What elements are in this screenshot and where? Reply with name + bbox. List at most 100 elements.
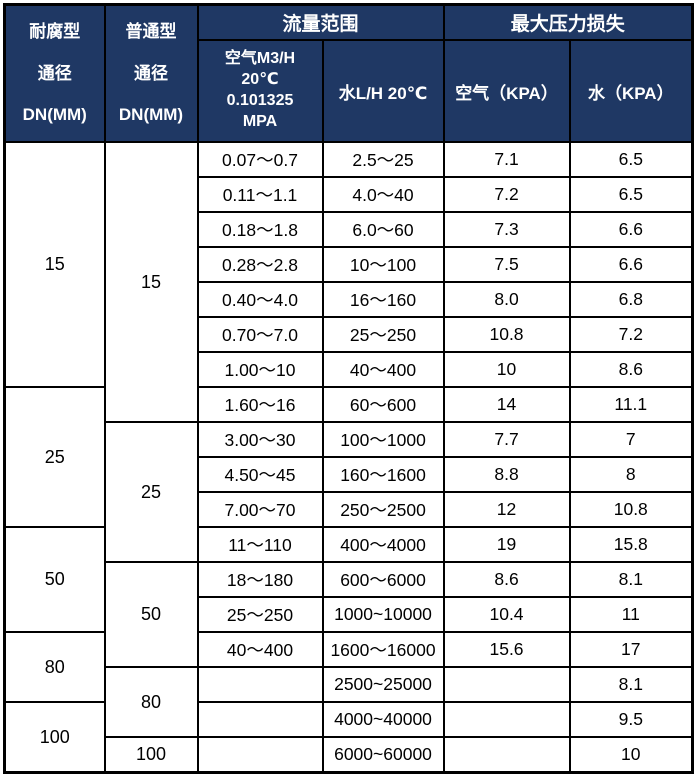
flow-meter-spec-table: 耐腐型 通径 DN(MM) 普通型 通径 DN(MM) 流量范围 最大压力损失 … [3, 3, 694, 774]
air-kpa-cell [442, 701, 571, 738]
header-water-flow: 水L/H 20℃ [321, 39, 445, 143]
air-kpa-cell: 14 [442, 386, 571, 423]
water-kpa-cell: 7.2 [568, 316, 694, 353]
dn-ordinary-cell: 15 [103, 141, 199, 423]
table-row: 25～250 1000~10000 10.4 11 [5, 596, 694, 633]
table-row: 0.40～4.0 16～160 8.0 6.8 [5, 281, 694, 318]
water-kpa-cell: 6.5 [568, 176, 694, 213]
water-flow-cell: 4000~40000 [321, 701, 445, 738]
table-row: 0.18～1.8 6.0～60 7.3 6.6 [5, 211, 694, 248]
table-row: 50 18～180 600～6000 8.6 8.1 [5, 561, 694, 668]
header-flow-range-group: 流量范围 [196, 3, 445, 41]
air-flow-cell: 0.18～1.8 [196, 211, 324, 248]
air-kpa-cell: 10.4 [442, 596, 571, 633]
table-row: 80 40～400 1600～16000 15.6 17 [3, 631, 694, 703]
air-flow-cell: 1.60～16 [196, 386, 324, 423]
dn-ordinary-cell: 50 [103, 561, 199, 668]
water-flow-cell: 2500~25000 [321, 666, 445, 703]
water-kpa-cell: 10 [568, 736, 694, 774]
table-row: 7.00～70 250～2500 12 10.8 [5, 491, 694, 528]
air-flow-cell: 0.70～7.0 [196, 316, 324, 353]
water-kpa-cell: 6.6 [568, 246, 694, 283]
water-flow-cell: 16～160 [321, 281, 445, 318]
water-flow-cell: 400～4000 [321, 526, 445, 563]
water-flow-cell: 25～250 [321, 316, 445, 353]
table-row: 0.11～1.1 4.0～40 7.2 6.5 [5, 176, 694, 213]
air-kpa-cell: 8.6 [442, 561, 571, 598]
water-flow-cell: 40～400 [321, 351, 445, 388]
air-flow-cell: 25～250 [196, 596, 324, 633]
dn-ordinary-cell: 80 [103, 666, 199, 738]
table-row: 80 2500~25000 8.1 [5, 666, 694, 738]
water-flow-cell: 1600～16000 [321, 631, 445, 668]
table-row: 25 3.00～30 100～1000 7.7 7 [5, 421, 694, 563]
air-flow-cell: 40～400 [196, 631, 324, 668]
air-kpa-cell [442, 666, 571, 703]
table-body: 15 15 0.07～0.7 2.5～25 7.1 6.5 0.11～1.1 4… [3, 141, 694, 774]
air-flow-cell [196, 701, 324, 738]
dn-corrosion-cell: 80 [3, 631, 106, 703]
water-flow-cell: 250～2500 [321, 491, 445, 528]
water-kpa-cell: 11 [568, 596, 694, 633]
air-kpa-cell: 7.5 [442, 246, 571, 283]
header-dn-ordinary: 普通型 通径 DN(MM) [103, 3, 199, 143]
dn-ordinary-cell: 100 [103, 736, 199, 774]
header-air-flow: 空气M3/H 20℃ 0.101325 MPA [196, 39, 324, 143]
air-kpa-cell: 7.1 [442, 141, 571, 178]
air-kpa-cell [442, 736, 571, 774]
water-flow-cell: 600～6000 [321, 561, 445, 598]
water-kpa-cell: 6.6 [568, 211, 694, 248]
air-flow-cell: 0.40～4.0 [196, 281, 324, 318]
water-kpa-cell: 15.8 [568, 526, 694, 563]
table-row: 4.50～45 160～1600 8.8 8 [5, 456, 694, 493]
water-flow-cell: 60～600 [321, 386, 445, 423]
table-row: 1.00～10 40～400 10 8.6 [5, 351, 694, 388]
air-flow-cell: 7.00～70 [196, 491, 324, 528]
air-kpa-cell: 8.8 [442, 456, 571, 493]
air-kpa-cell: 12 [442, 491, 571, 528]
water-kpa-cell: 8.6 [568, 351, 694, 388]
air-kpa-cell: 8.0 [442, 281, 571, 318]
water-flow-cell: 6.0～60 [321, 211, 445, 248]
water-kpa-cell: 8.1 [568, 561, 694, 598]
water-kpa-cell: 8.1 [568, 666, 694, 703]
dn-corrosion-cell: 15 [3, 141, 106, 388]
air-flow-cell: 0.28～2.8 [196, 246, 324, 283]
air-flow-cell: 0.07～0.7 [196, 141, 324, 178]
table-header: 耐腐型 通径 DN(MM) 普通型 通径 DN(MM) 流量范围 最大压力损失 … [3, 3, 694, 143]
air-kpa-cell: 7.2 [442, 176, 571, 213]
table-row: 50 11～110 400～4000 19 15.8 [3, 526, 694, 633]
water-flow-cell: 2.5～25 [321, 141, 445, 178]
air-flow-cell: 4.50～45 [196, 456, 324, 493]
dn-corrosion-cell: 25 [3, 386, 106, 528]
header-air-kpa: 空气（KPA） [442, 39, 571, 143]
water-flow-cell: 100～1000 [321, 421, 445, 458]
water-kpa-cell: 11.1 [568, 386, 694, 423]
header-dn-corrosion: 耐腐型 通径 DN(MM) [3, 3, 106, 143]
air-kpa-cell: 10.8 [442, 316, 571, 353]
water-kpa-cell: 7 [568, 421, 694, 458]
air-kpa-cell: 10 [442, 351, 571, 388]
air-flow-cell [196, 666, 324, 703]
air-kpa-cell: 15.6 [442, 631, 571, 668]
table-row: 25 1.60～16 60～600 14 11.1 [3, 386, 694, 528]
water-kpa-cell: 8 [568, 456, 694, 493]
air-flow-cell: 11～110 [196, 526, 324, 563]
water-kpa-cell: 9.5 [568, 701, 694, 738]
water-flow-cell: 4.0～40 [321, 176, 445, 213]
air-flow-cell [196, 736, 324, 774]
table-row: 0.70～7.0 25～250 10.8 7.2 [5, 316, 694, 353]
header-max-pressure-loss-group: 最大压力损失 [442, 3, 694, 41]
air-kpa-cell: 7.7 [442, 421, 571, 458]
air-flow-cell: 3.00～30 [196, 421, 324, 458]
air-flow-cell: 1.00～10 [196, 351, 324, 388]
table-row: 100 6000~60000 10 [5, 736, 694, 774]
air-kpa-cell: 7.3 [442, 211, 571, 248]
water-kpa-cell: 10.8 [568, 491, 694, 528]
water-flow-cell: 10～100 [321, 246, 445, 283]
water-flow-cell: 160～1600 [321, 456, 445, 493]
water-flow-cell: 6000~60000 [321, 736, 445, 774]
water-kpa-cell: 6.8 [568, 281, 694, 318]
dn-corrosion-cell: 50 [3, 526, 106, 633]
water-flow-cell: 1000~10000 [321, 596, 445, 633]
